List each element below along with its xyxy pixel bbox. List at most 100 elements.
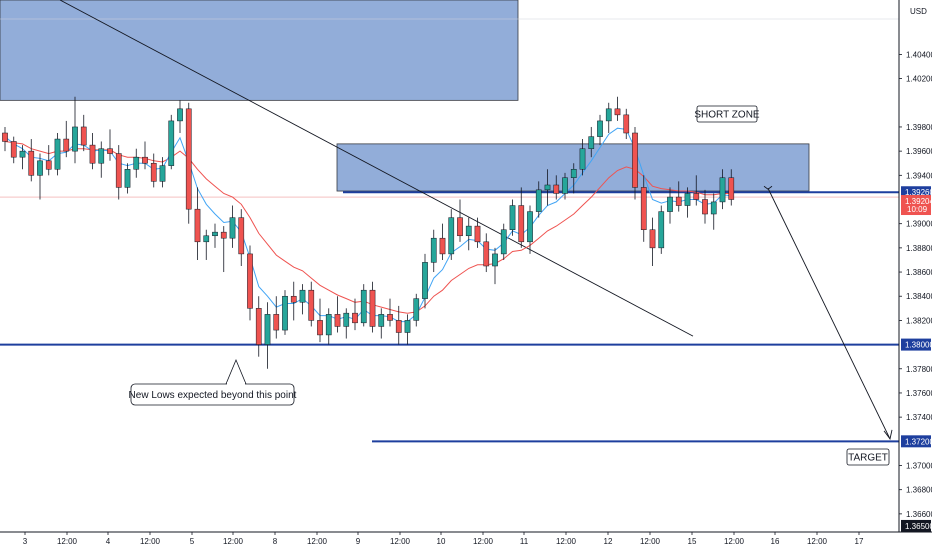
candle-body — [299, 289, 306, 303]
candle-body — [693, 193, 700, 200]
ema-fast-line — [4, 127, 732, 323]
candle-body — [28, 150, 35, 176]
candle-body — [492, 253, 498, 267]
candle-body — [168, 120, 175, 166]
projection-arrow-line — [767, 188, 891, 440]
candle — [518, 187, 525, 248]
price-tag-bg — [901, 435, 931, 448]
candle-body — [518, 205, 525, 243]
candle-body — [282, 295, 288, 331]
short-zone-group: SHORT ZONE — [694, 105, 760, 123]
candle-body — [702, 199, 708, 215]
candle-body — [570, 169, 577, 178]
candle — [185, 102, 192, 224]
candle — [667, 187, 673, 224]
candle — [430, 229, 437, 273]
last-price-bg — [901, 195, 931, 216]
candle — [640, 175, 647, 242]
candle-body — [19, 150, 26, 158]
candle-body — [150, 162, 157, 182]
candle-body — [474, 225, 481, 243]
candle — [325, 308, 332, 345]
x-tick-label: 12:00 — [390, 537, 411, 546]
candle — [605, 102, 612, 133]
candle — [684, 187, 691, 218]
candle — [247, 245, 253, 321]
x-tick-label: 5 — [190, 537, 195, 546]
candle-body — [640, 187, 647, 230]
candle-body — [728, 177, 735, 200]
x-tick-label: 12:00 — [140, 537, 161, 546]
candle-body — [107, 148, 113, 154]
candle — [10, 136, 17, 164]
last-price-label: 1.39204 — [905, 197, 932, 206]
candle — [614, 96, 621, 121]
candle-body — [177, 108, 183, 122]
candle-body — [605, 108, 612, 122]
x-tick-label: 12:00 — [473, 537, 494, 546]
x-tick-label: 12:00 — [307, 537, 328, 546]
x-tick-label: 11 — [520, 537, 529, 546]
candle-body — [229, 217, 236, 239]
candle-body — [89, 144, 96, 164]
candle — [177, 100, 183, 133]
candle-body — [212, 231, 218, 237]
candle-body — [63, 138, 70, 152]
candle — [229, 205, 236, 248]
candle — [562, 172, 568, 200]
candle-body — [395, 320, 402, 333]
candle — [395, 305, 402, 345]
candle-body — [439, 237, 446, 255]
candle-body — [553, 184, 560, 194]
candle-body — [54, 138, 61, 170]
candle — [255, 296, 262, 357]
y-tick-label: 1.37000 — [906, 462, 932, 471]
x-tick-label: 15 — [688, 537, 697, 546]
x-tick-label: 8 — [273, 537, 278, 546]
candle — [544, 169, 551, 206]
candle — [107, 129, 113, 161]
candle — [553, 175, 560, 200]
candle — [527, 205, 533, 254]
candle — [378, 308, 385, 339]
candle-body — [133, 156, 140, 170]
candle — [675, 181, 682, 212]
candle-body — [457, 217, 463, 237]
y-tick-label: 1.39400 — [906, 171, 932, 180]
candle — [343, 308, 350, 339]
x-tick-label: 10 — [437, 537, 446, 546]
candle-body — [334, 314, 341, 327]
candle — [115, 145, 122, 200]
target-group: TARGET — [846, 448, 890, 466]
candle — [273, 296, 280, 339]
y-tick-label: 1.39000 — [906, 220, 932, 229]
candle-body — [308, 289, 315, 321]
y-tick-label: 1.36600 — [906, 510, 932, 519]
candle-body — [614, 108, 621, 116]
candle-body — [422, 262, 428, 299]
candle — [264, 302, 271, 369]
candle-body — [255, 308, 262, 345]
y-tick-label: 1.37800 — [906, 365, 932, 374]
x-tick-label: 16 — [771, 537, 780, 546]
candle-body — [264, 314, 271, 345]
candle-body — [325, 314, 332, 336]
candle — [570, 163, 577, 194]
new-lows-label: New Lows expected beyond this point — [129, 390, 297, 401]
candle-body — [115, 153, 122, 188]
candle-body — [273, 314, 280, 331]
candle — [290, 281, 297, 321]
y-tick-label: 1.37400 — [906, 413, 932, 422]
candle — [282, 290, 288, 335]
candle — [465, 217, 472, 251]
descending-trendline — [59, 0, 694, 337]
candles-group — [2, 96, 735, 369]
candle-body — [352, 312, 358, 324]
candle — [54, 133, 61, 176]
candle-body — [220, 231, 227, 239]
candle — [623, 108, 630, 140]
candle — [492, 247, 498, 285]
candle-body — [430, 237, 437, 263]
x-tick-label: 12:00 — [556, 537, 577, 546]
